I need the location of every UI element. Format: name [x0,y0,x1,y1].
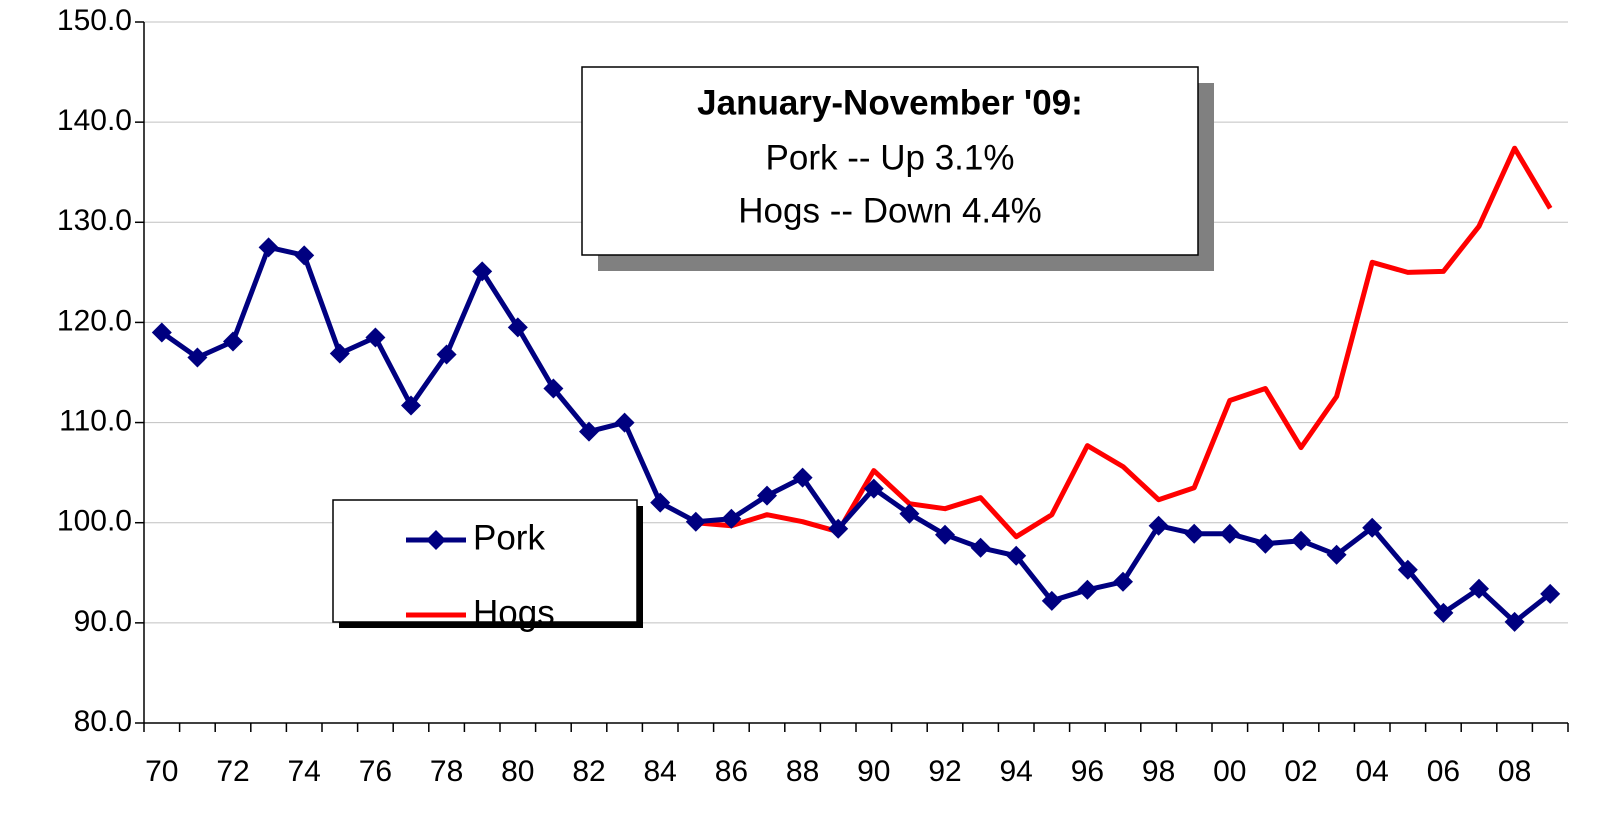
annotation-line: Pork -- Up 3.1% [766,138,1015,177]
y-tick-label: 90.0 [74,605,132,638]
marker [721,508,742,529]
x-tick-label: 84 [644,755,677,788]
x-tick-label: 72 [216,755,249,788]
marker [294,245,315,266]
marker [757,485,777,506]
y-tick-label: 140.0 [57,104,132,137]
marker [863,478,884,499]
x-tick-label: 76 [359,755,392,788]
marker [187,347,208,368]
marker [1326,544,1347,565]
marker [1362,517,1383,538]
grid: 80.0 90.0 100.0 110.0 120.0 130.0 140.0 150.0 70… [57,4,1569,788]
legend-marker [426,530,446,550]
x-tick-label: 04 [1356,755,1389,788]
marker [1433,602,1454,623]
x-tick-label: 70 [145,755,178,788]
marker [1469,578,1489,599]
legend: Pork Hogs [332,499,643,632]
x-tick-label: 90 [857,755,890,788]
y-tick-label: 150.0 [57,4,132,37]
marker [1504,611,1525,632]
marker [1219,523,1240,544]
marker [1540,583,1561,604]
x-tick-label: 74 [288,755,321,788]
marker [223,331,243,352]
marker [507,317,528,338]
marker [436,344,457,365]
line-pork [160,244,1552,625]
y-tick-label: 100.0 [57,505,132,538]
x-tick-label: 86 [715,755,748,788]
y-tick-label: 130.0 [57,204,132,237]
y-tick-label: 80.0 [74,705,132,738]
x-tick-label: 00 [1213,755,1246,788]
y-tick-label: 120.0 [57,304,132,337]
marker [401,395,421,416]
marker [828,518,849,539]
marker [1291,530,1311,551]
marker [970,537,991,558]
legend-label: Pork [473,518,545,557]
marker [329,343,350,364]
marker [1113,571,1133,592]
x-tick-label: 82 [572,755,605,788]
marker [1255,533,1276,554]
x-tick-label: 92 [928,755,961,788]
x-tick-label: 80 [501,755,534,788]
x-tick-label: 96 [1071,755,1104,788]
marker [151,322,172,343]
x-tick-label: 08 [1498,755,1531,788]
marker [543,378,564,399]
marker [258,237,279,258]
marker [472,261,493,282]
annotation: January-November '09: Pork -- Up 3.1% Ho… [581,66,1214,271]
marker [1077,579,1098,600]
x-tick-label: 98 [1142,755,1175,788]
annotation-line: Hogs -- Down 4.4% [738,191,1041,230]
marker [365,327,386,348]
series-layer [151,145,1561,632]
marker [792,467,813,488]
y-tick-label: 110.0 [59,404,132,437]
marker [614,412,635,433]
marker [1184,523,1205,544]
x-tick-label: 06 [1427,755,1460,788]
marker [650,492,671,513]
marker [1041,590,1062,611]
marker [1006,545,1027,566]
marker [685,511,706,532]
marker [579,421,599,442]
x-tick-label: 02 [1284,755,1317,788]
x-tick-label: 88 [786,755,819,788]
legend-label: Hogs [473,593,555,632]
marker [935,524,955,545]
x-tick-label: 78 [430,755,463,788]
marker [899,503,920,524]
annotation-box [581,66,1199,256]
x-tick-label: 94 [1000,755,1033,788]
marker [1148,515,1169,536]
marker [1397,559,1418,580]
annotation-title: January-November '09: [697,83,1083,122]
legend-box [332,499,638,623]
